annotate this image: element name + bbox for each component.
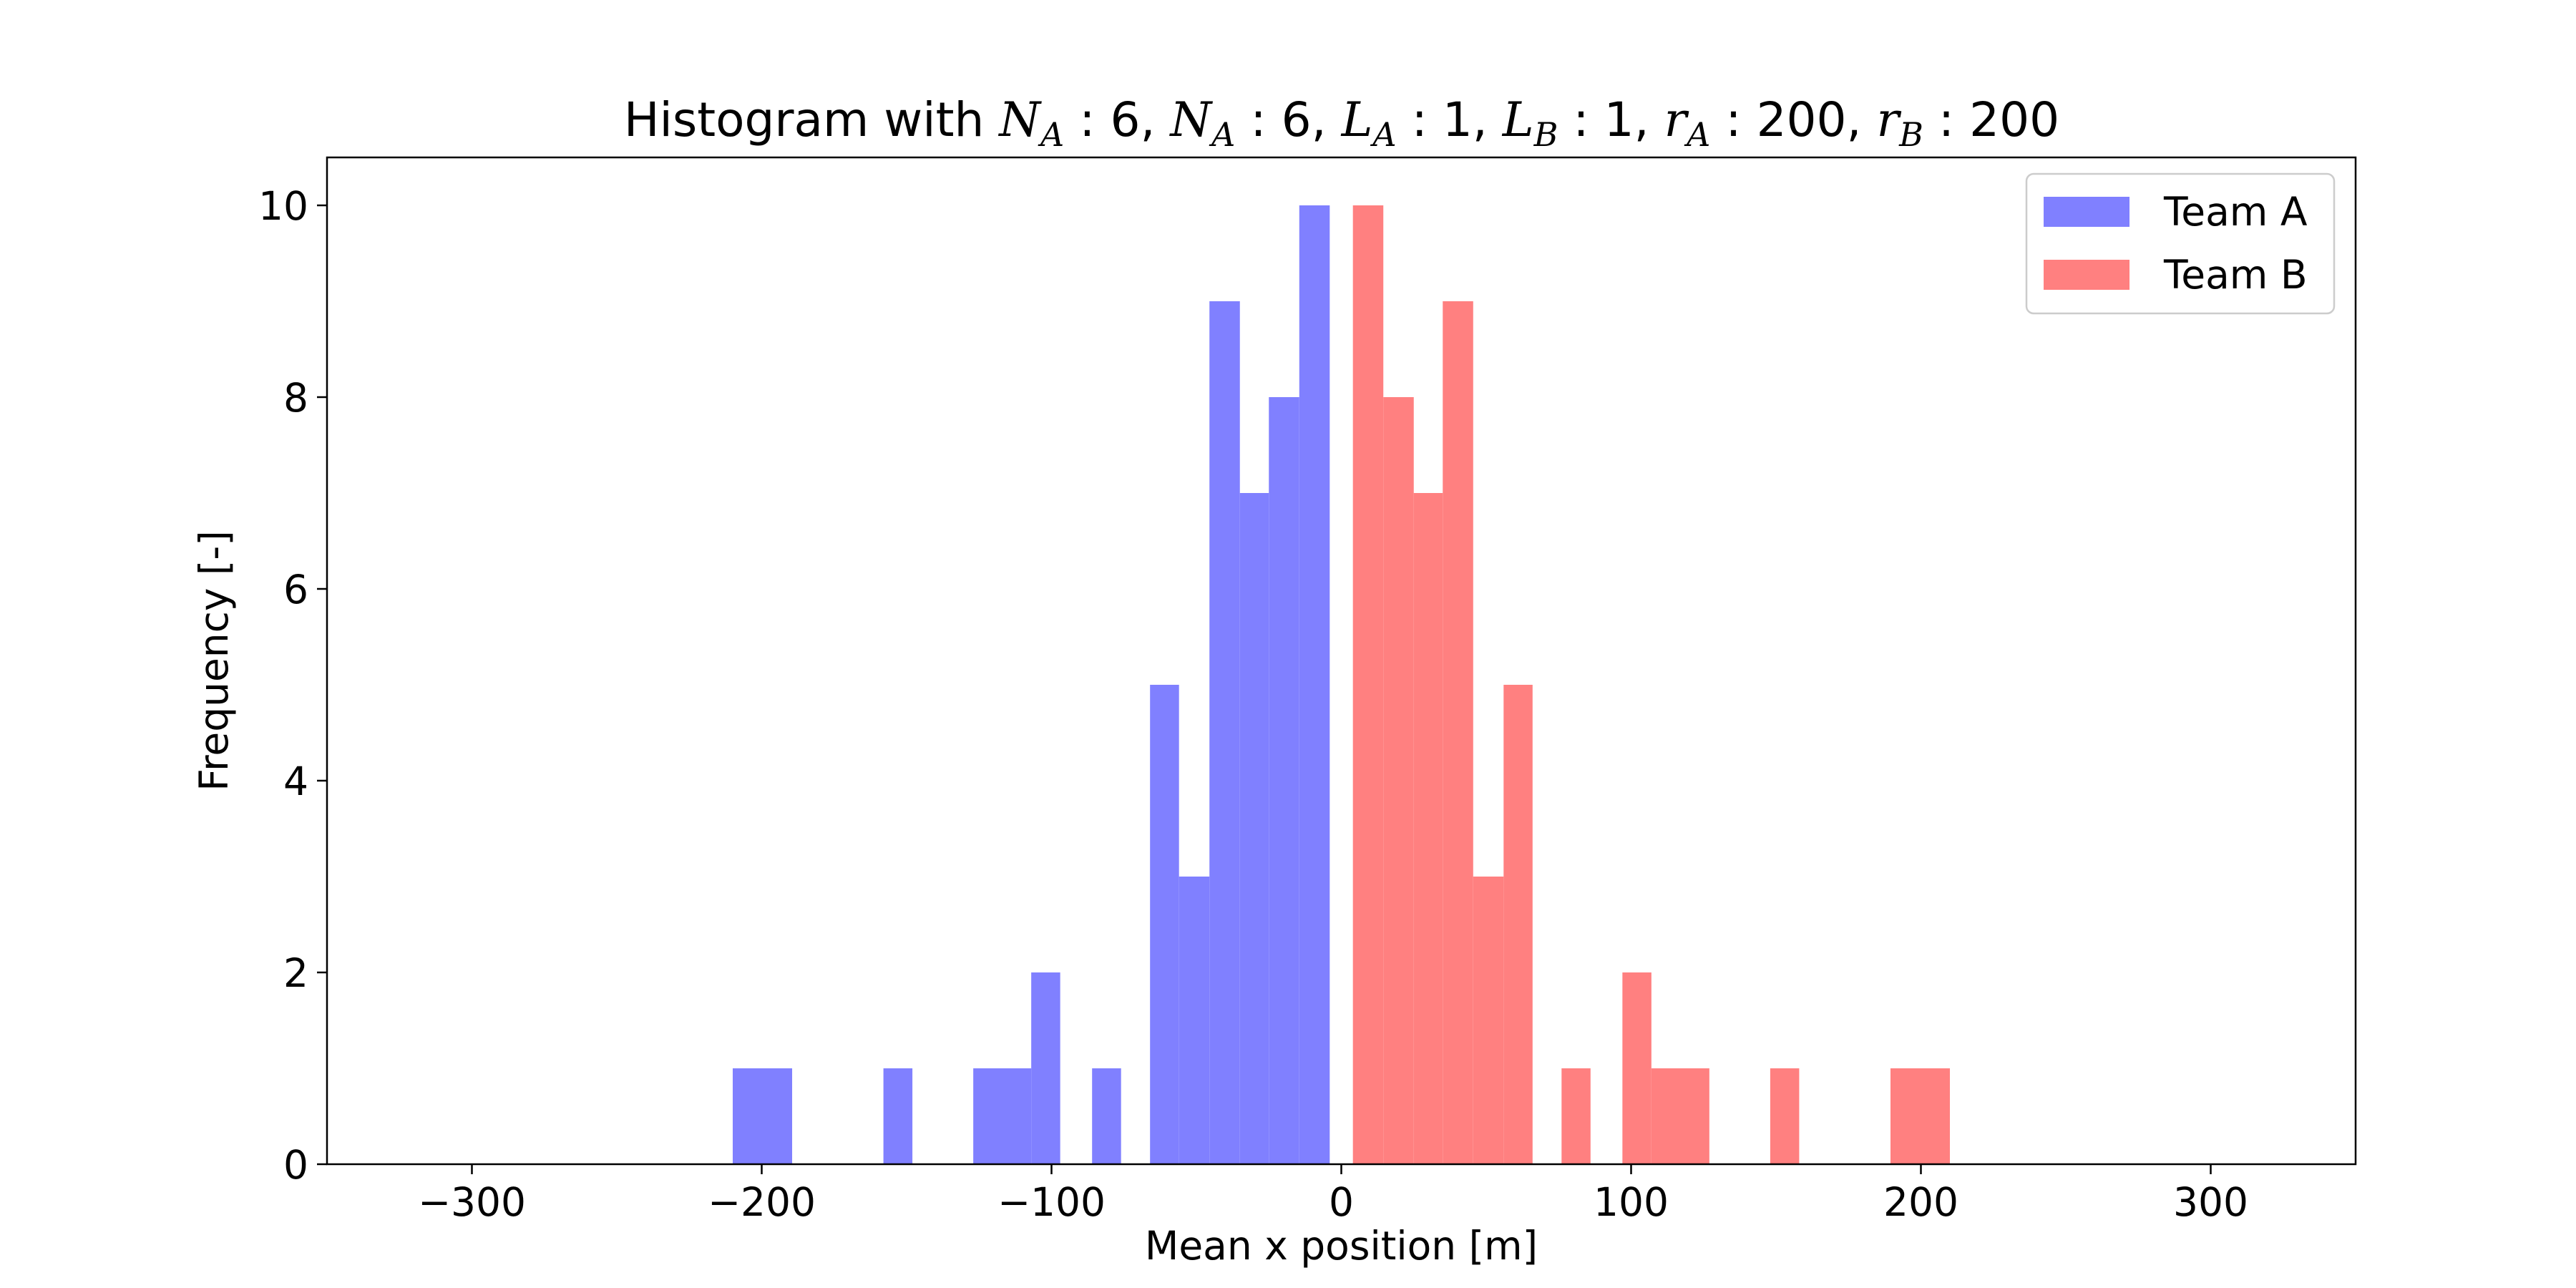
bar-team-a-3 xyxy=(1031,972,1060,1164)
x-tick-label: −100 xyxy=(997,1179,1106,1225)
y-tick-label: 0 xyxy=(283,1142,308,1188)
bar-team-a-1 xyxy=(883,1068,913,1164)
bar-team-a-5 xyxy=(1150,685,1179,1164)
title-param-value: : 6, xyxy=(1235,92,1341,147)
x-tick-label: 100 xyxy=(1594,1179,1669,1225)
legend-label-team-a: Team A xyxy=(2163,189,2308,235)
y-tick-label: 6 xyxy=(283,567,308,613)
legend: Team A Team B xyxy=(2025,172,2336,315)
title-param-symbol: N xyxy=(997,92,1042,147)
x-tick-label: 300 xyxy=(2173,1179,2248,1225)
title-param-symbol: L xyxy=(1502,92,1534,147)
title-param-value: : 1, xyxy=(1558,92,1664,147)
title-param-symbol: N xyxy=(1169,92,1213,147)
bar-team-a-6 xyxy=(1179,877,1210,1164)
title-param-symbol: L xyxy=(1341,92,1373,147)
bar-team-b-5 xyxy=(1503,685,1533,1164)
title-param-symbol: r xyxy=(1877,92,1902,147)
legend-swatch-team-b xyxy=(2044,260,2129,290)
chart-title: Histogram with NA : 6, NA : 6, LA : 1, L… xyxy=(624,92,2059,154)
x-axis-label: Mean x position [m] xyxy=(1145,1223,1538,1269)
bars-layer xyxy=(733,205,1950,1164)
title-param-value: : 6, xyxy=(1064,92,1170,147)
series-team-b xyxy=(1352,205,1950,1164)
bar-team-b-10 xyxy=(1890,1068,1950,1164)
bar-team-a-4 xyxy=(1092,1068,1121,1164)
y-tick-label: 8 xyxy=(283,375,308,421)
bar-team-b-4 xyxy=(1473,877,1504,1164)
legend-swatch-team-a xyxy=(2044,197,2129,227)
bar-team-a-9 xyxy=(1269,397,1299,1164)
title-param-subscript: A xyxy=(1370,115,1396,154)
bar-team-a-0 xyxy=(733,1068,793,1164)
bar-team-a-2 xyxy=(973,1068,1032,1164)
y-tick-label: 10 xyxy=(258,183,308,229)
title-prefix: Histogram with xyxy=(624,92,999,147)
title-param-subscript: B xyxy=(1533,115,1558,154)
series-team-a xyxy=(733,205,1330,1164)
title-param-subscript: B xyxy=(1898,115,1923,154)
bar-team-b-9 xyxy=(1770,1068,1800,1164)
title-param-subscript: A xyxy=(1209,115,1235,154)
bar-team-a-7 xyxy=(1209,301,1240,1164)
legend-label-team-b: Team B xyxy=(2163,252,2308,298)
bar-team-b-0 xyxy=(1352,205,1384,1164)
bar-team-b-6 xyxy=(1561,1068,1591,1164)
title-param-subscript: A xyxy=(1684,115,1710,154)
y-axis-label: Frequency [-] xyxy=(191,530,237,791)
bar-team-a-8 xyxy=(1239,493,1269,1164)
title-param-symbol: r xyxy=(1664,92,1689,147)
x-tick-label: −200 xyxy=(708,1179,816,1225)
title-param-value: : 1, xyxy=(1397,92,1503,147)
x-tick-label: −300 xyxy=(418,1179,526,1225)
y-tick-label: 4 xyxy=(283,758,308,804)
bar-team-b-1 xyxy=(1383,397,1414,1164)
bar-team-a-10 xyxy=(1299,205,1330,1164)
x-tick-label: 200 xyxy=(1883,1179,1958,1225)
bar-team-b-3 xyxy=(1443,301,1473,1164)
y-tick-label: 2 xyxy=(283,950,308,996)
x-tick-label: 0 xyxy=(1329,1179,1354,1225)
bar-team-b-7 xyxy=(1622,972,1652,1164)
bar-team-b-8 xyxy=(1651,1068,1709,1164)
ticks-layer: −300 −200 −100 0 100 200 300 0 2 4 6 8 10 xyxy=(258,183,2248,1225)
bar-team-b-2 xyxy=(1413,493,1443,1164)
title-param-value: : 200 xyxy=(1923,92,2059,147)
title-param-value: : 200, xyxy=(1710,92,1876,147)
title-param-subscript: A xyxy=(1038,115,1064,154)
